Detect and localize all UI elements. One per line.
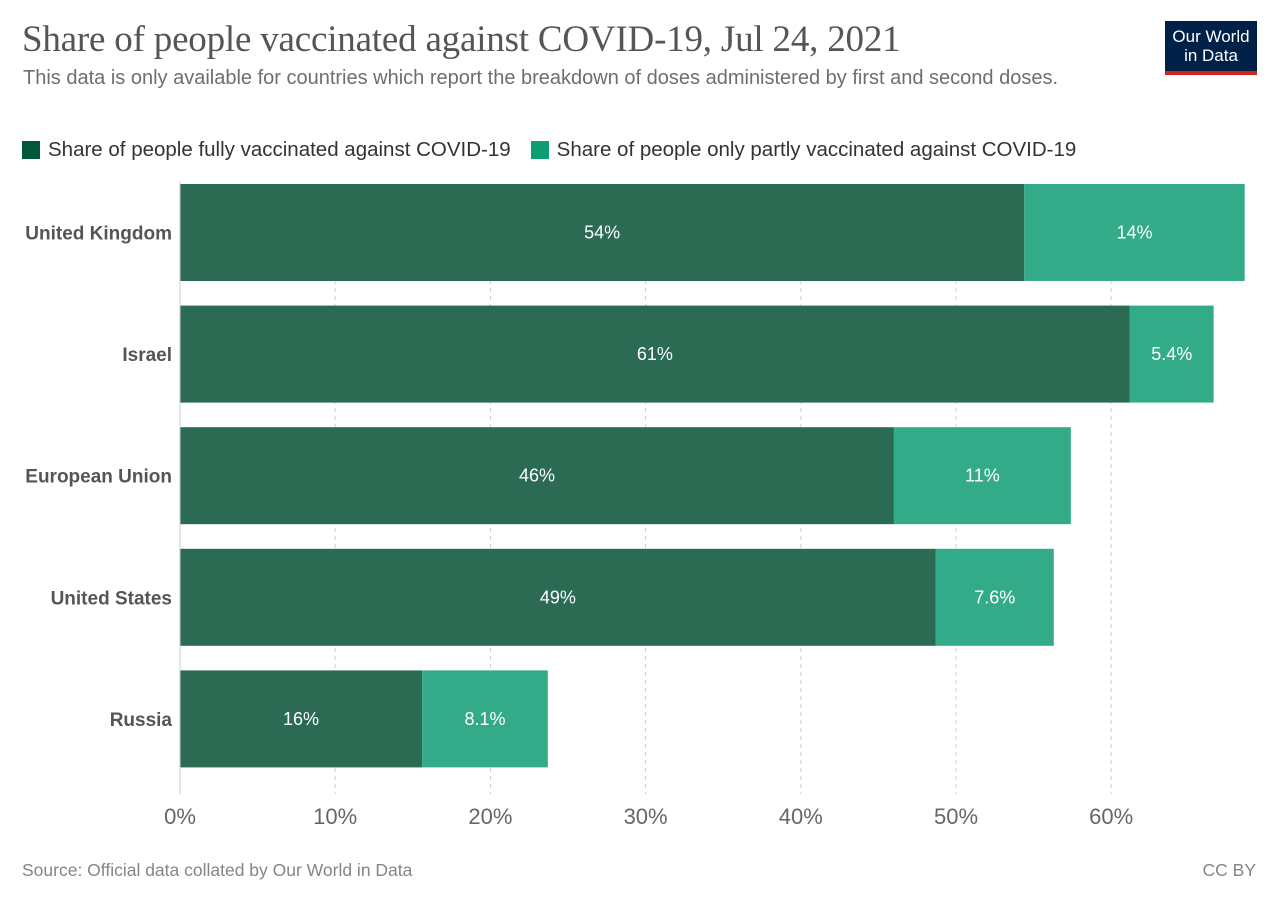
bar-value-label: 49%	[540, 587, 576, 607]
bar-european-union-fully[interactable]	[180, 427, 894, 525]
category-label-israel: Israel	[122, 345, 172, 366]
legend-item-partly[interactable]: Share of people only partly vaccinated a…	[530, 138, 1077, 162]
owid-logo[interactable]: Our World in Data	[1165, 21, 1257, 75]
legend-label-partly: Share of people only partly vaccinated a…	[556, 138, 1077, 161]
bar-united-states-fully[interactable]	[180, 548, 936, 646]
chart-subtitle: This data is only available for countrie…	[23, 67, 1058, 89]
bar-value-label: 5.4%	[1151, 344, 1192, 364]
legend-swatch-partly	[530, 141, 549, 159]
category-label-european-union: European Union	[25, 467, 172, 488]
bar-russia-partly[interactable]	[422, 670, 548, 768]
bar-value-label: 46%	[519, 466, 555, 486]
bar-value-label: 16%	[283, 709, 319, 729]
legend: Share of people fully vaccinated against…	[22, 138, 1096, 162]
bar-value-label: 11%	[965, 466, 1000, 486]
category-label-russia: Russia	[110, 710, 173, 731]
bar-value-label: 8.1%	[464, 709, 505, 729]
legend-swatch-fully	[22, 141, 40, 159]
chart-title: Share of people vaccinated against COVID…	[22, 19, 901, 60]
bar-united-kingdom-fully[interactable]	[180, 184, 1025, 281]
bar-israel-fully[interactable]	[180, 305, 1130, 403]
logo-line-1: Our World	[1172, 27, 1250, 46]
category-label-united-kingdom: United Kingdom	[25, 224, 172, 245]
category-label-united-states: United States	[51, 588, 172, 609]
bar-russia-fully[interactable]	[180, 670, 423, 768]
bar-united-states-partly[interactable]	[935, 548, 1054, 646]
bar-chart: 54% 14% United Kingdom 61% 5.4% Israel 46% 11% E…	[25, 182, 1245, 829]
bar-value-label: 54%	[584, 223, 620, 243]
bar-israel-partly[interactable]	[1129, 305, 1214, 403]
license-link[interactable]: CC BY	[1202, 860, 1256, 880]
logo-line-2: in Data	[1184, 46, 1238, 65]
x-tick-label: 40%	[779, 804, 823, 829]
legend-item-fully[interactable]: Share of people fully vaccinated against…	[22, 138, 511, 162]
bar-united-kingdom-partly[interactable]	[1024, 184, 1245, 281]
bar-value-label: 14%	[1116, 223, 1152, 243]
x-tick-label: 50%	[934, 804, 978, 829]
source-note: Source: Official data collated by Our Wo…	[22, 860, 413, 880]
x-tick-label: 60%	[1089, 804, 1133, 829]
x-tick-label: 20%	[468, 804, 512, 829]
x-tick-label: 0%	[164, 804, 196, 829]
bar-value-label: 7.6%	[974, 587, 1015, 607]
bar-value-label: 61%	[637, 344, 673, 364]
legend-label-fully: Share of people fully vaccinated against…	[48, 138, 511, 161]
x-tick-label: 30%	[624, 804, 668, 829]
bar-european-union-partly[interactable]	[893, 427, 1071, 525]
x-tick-label: 10%	[313, 804, 357, 829]
